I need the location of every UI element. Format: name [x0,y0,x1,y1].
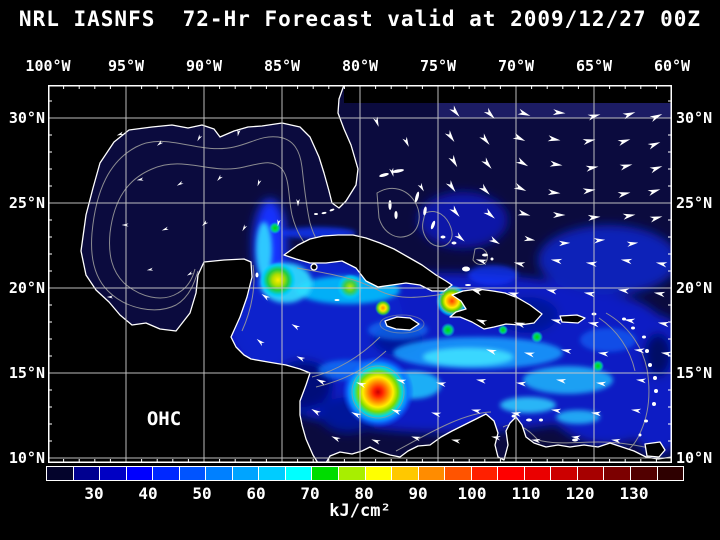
colorbar-cell [259,467,285,480]
lat-tick-label-right: 30°N [676,109,713,127]
lon-tick-label: 80°W [341,57,379,75]
plot-title: NRL IASNFS 72-Hr Forecast valid at 2009/… [18,7,702,31]
colorbar-cell [577,467,604,480]
lon-tick-label: 60°W [653,57,691,75]
no-data-band [344,85,672,103]
map-frame [48,85,672,463]
lat-tick-label-left: 25°N [8,194,45,212]
land-jamaica [384,316,420,331]
bathymetry-contours [91,136,663,452]
colorbar-cell [445,467,471,480]
colorbar-cell [285,467,312,480]
lat-tick-label-right: 20°N [676,279,713,297]
colorbar-tick-label: 90 [408,484,428,503]
lat-tick-label-left: 15°N [8,364,45,382]
colorbar-tick-label: 120 [565,484,595,503]
colorbar-cell [339,467,365,480]
colorbar-cell [657,467,684,480]
colorbar-cell [524,467,551,480]
map-area: OHC [48,85,672,463]
land-hispaniola [449,288,543,330]
colorbar-cell [232,467,259,480]
colorbar [46,466,684,481]
colorbar-cell [153,467,179,480]
colorbar-cell [418,467,445,480]
warm-eddy [592,360,604,372]
colorbar-tick-label: 130 [619,484,649,503]
map-svg: OHC [48,85,672,463]
land-trinidad [644,441,666,458]
colorbar-cell [471,467,498,480]
colorbar-tick-label: 100 [457,484,487,503]
colorbar-units: kJ/cm² [329,501,391,521]
lat-tick-label-right: 15°N [676,364,713,382]
warm-eddy [498,325,508,335]
warm-eddy [342,356,414,428]
colorbar-tick-label: 50 [192,484,212,503]
warm-eddy [269,222,281,234]
lon-tick-label: 100°W [25,57,71,75]
lat-tick-label-right: 10°N [676,449,713,467]
colorbar-cell [100,467,126,480]
ohc-field-label: OHC [147,408,181,430]
lon-tick-label: 85°W [263,57,301,75]
small-islands [255,169,658,442]
colorbar-cell [73,467,100,480]
lon-tick-label: 75°W [419,57,457,75]
colorbar-tick-label: 80 [354,484,374,503]
lat-tick-label-left: 20°N [8,279,45,297]
colorbar-cell [47,467,73,480]
colorbar-tick-label: 40 [138,484,158,503]
lon-tick-label: 95°W [107,57,145,75]
colorbar-cell [126,467,153,480]
warm-eddy [531,331,543,343]
lat-lon-grid [48,85,672,463]
colorbar-cell [498,467,524,480]
colorbar-cell [179,467,206,480]
colorbar-cell [551,467,577,480]
warm-eddy [441,323,455,337]
colorbar-cell [312,467,339,480]
colorbar-cell [604,467,631,480]
warm-eddy [260,262,296,298]
colorbar-tick-label: 60 [246,484,266,503]
land-cuba [283,234,453,292]
colorbar-cell [631,467,657,480]
colorbar-tick-label: 110 [511,484,541,503]
colorbar-cell [365,467,392,480]
colorbar-tick-label: 70 [300,484,320,503]
colorbar-cell [206,467,232,480]
colorbar-tick-label: 30 [84,484,104,503]
lon-tick-label: 65°W [575,57,613,75]
colorbar-cell [392,467,418,480]
land-isla-juventud [310,263,318,271]
land-puerto-rico [559,314,586,324]
lat-tick-label-left: 10°N [8,449,45,467]
warm-eddy [337,274,363,300]
warm-eddy [375,300,391,316]
lon-tick-label: 90°W [185,57,223,75]
lon-tick-label: 70°W [497,57,535,75]
lat-tick-label-right: 25°N [676,194,713,212]
lat-tick-label-left: 30°N [8,109,45,127]
